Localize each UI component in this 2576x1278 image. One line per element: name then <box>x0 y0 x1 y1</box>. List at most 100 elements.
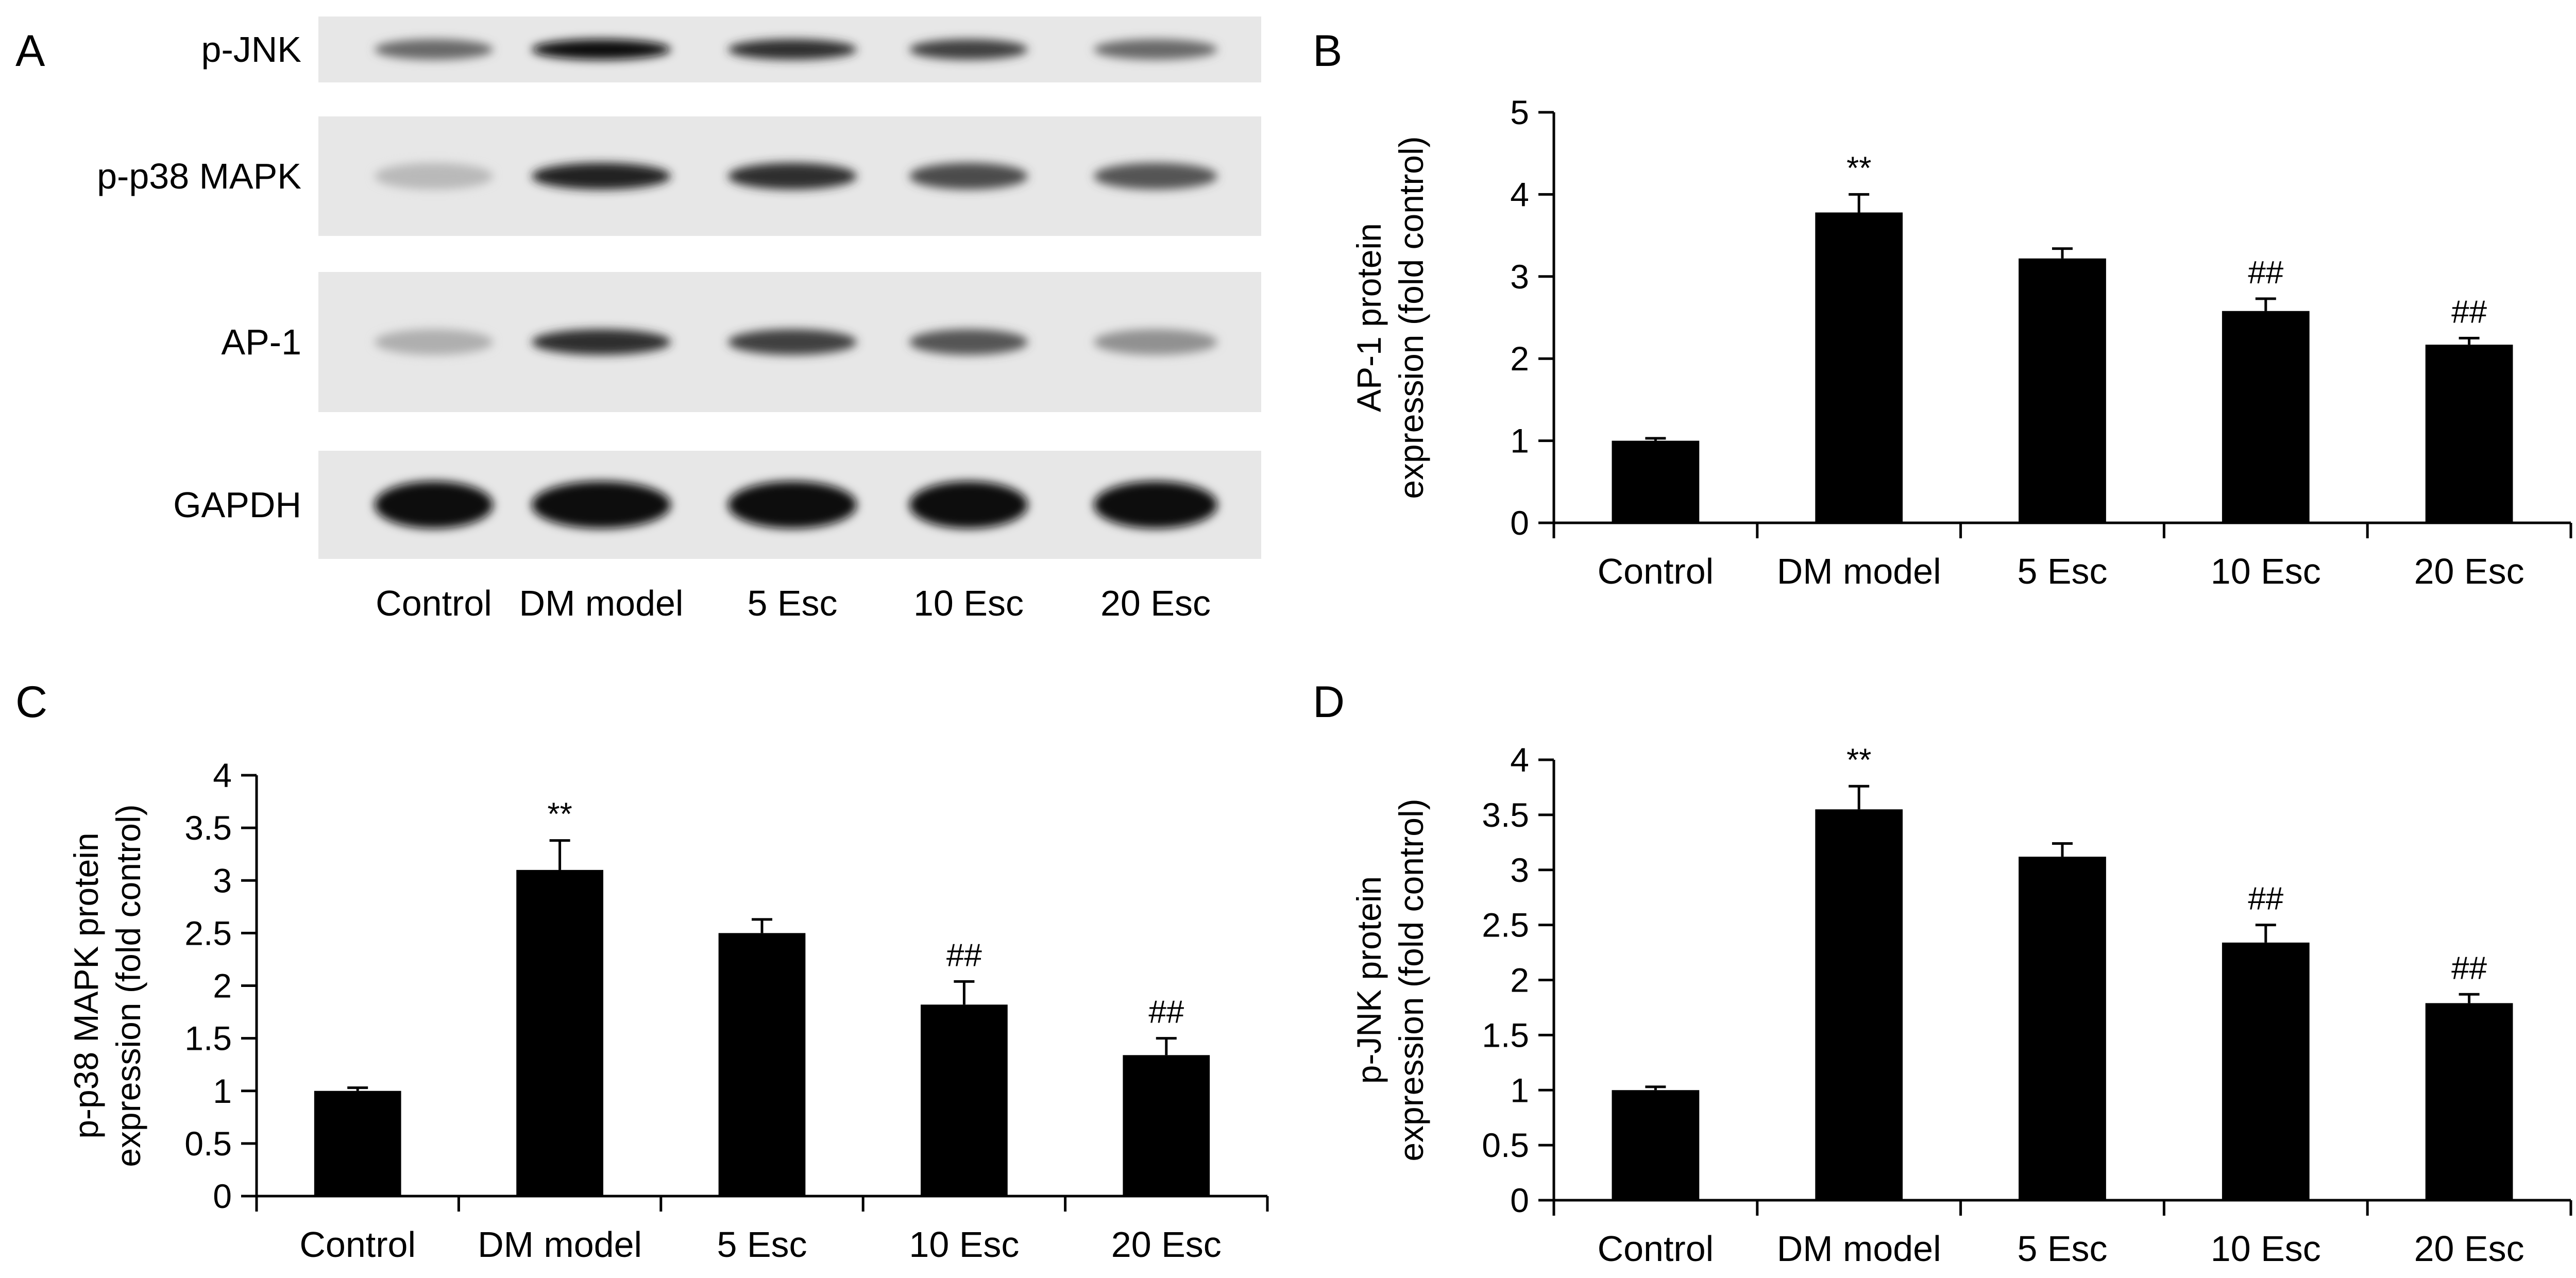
blot-band-gapdh-lane-5 <box>1094 481 1217 529</box>
blot-band-ap-1-lane-4 <box>909 329 1028 355</box>
x-category-label-20-esc: 20 Esc <box>2414 1229 2524 1269</box>
y-tick-label: 2.5 <box>1482 906 1529 944</box>
y-tick-label: 1 <box>213 1072 232 1110</box>
blot-band-p-p38-mapk-lane-5 <box>1094 163 1217 190</box>
panel-letter-c: C <box>15 677 47 727</box>
blot-band-gapdh-lane-2 <box>532 481 671 529</box>
y-tick-label: 1.5 <box>1482 1016 1529 1054</box>
significance-label-dm-model: ** <box>547 797 572 832</box>
y-tick-label: 5 <box>1510 93 1529 131</box>
blot-band-p-p38-mapk-lane-2 <box>532 163 671 190</box>
bar-5-esc <box>2019 258 2106 523</box>
blot-lane-label-20-esc: 20 Esc <box>1100 583 1211 623</box>
x-category-label-5-esc: 5 Esc <box>2017 1229 2107 1269</box>
y-tick-label: 0 <box>1510 1181 1529 1219</box>
bar-5-esc <box>718 933 806 1196</box>
y-axis-title-line: expression (fold control) <box>1392 798 1430 1161</box>
bar-20-esc <box>2425 1003 2513 1200</box>
panel-letter-b: B <box>1313 26 1342 76</box>
bar-10-esc <box>921 1004 1008 1196</box>
x-category-label-control: Control <box>1598 551 1714 591</box>
blot-band-ap-1-lane-2 <box>532 329 671 355</box>
y-axis-title: p-JNK protein expression (fold control) <box>1350 798 1430 1161</box>
blot-band-p-jnk-lane-4 <box>909 39 1028 60</box>
blot-strips <box>318 16 1261 559</box>
x-category-label-dm-model: DM model <box>478 1224 642 1265</box>
blot-band-p-p38-mapk-lane-4 <box>909 163 1028 190</box>
bar-10-esc <box>2222 942 2310 1200</box>
bar-dm-model <box>516 870 603 1196</box>
y-tick-label: 1.5 <box>184 1019 232 1058</box>
blot-lane-label-dm-model: DM model <box>519 583 684 623</box>
y-axis-title: AP-1 protein expression (fold control) <box>1350 136 1430 499</box>
blot-band-p-jnk-lane-2 <box>532 39 671 60</box>
blot-row-label-ap-1: AP-1 <box>221 322 301 362</box>
blot-row-label-p-jnk: p-JNK <box>201 29 301 70</box>
y-tick-label: 4 <box>1510 741 1529 779</box>
y-tick-label: 3 <box>213 861 232 899</box>
x-category-label-5-esc: 5 Esc <box>2017 551 2107 591</box>
y-tick-label: 1 <box>1510 1071 1529 1109</box>
bar-dm-model <box>1815 212 1903 523</box>
bar-20-esc <box>1123 1055 1210 1196</box>
y-tick-label: 0 <box>213 1177 232 1215</box>
blot-row-labels: p-JNK p-p38 MAPK AP-1 GAPDH <box>97 29 301 525</box>
y-tick-label: 4 <box>1510 175 1529 213</box>
blot-lane-label-10-esc: 10 Esc <box>913 583 1024 623</box>
blot-lane-label-5-esc: 5 Esc <box>747 583 837 623</box>
blot-lane-labels: Control DM model 5 Esc 10 Esc 20 Esc <box>376 583 1211 623</box>
bar-10-esc <box>2222 311 2310 523</box>
y-tick-label: 1 <box>1510 422 1529 460</box>
y-tick-label: 0 <box>1510 504 1529 542</box>
significance-label-20-esc: ## <box>1148 995 1184 1030</box>
x-category-label-control: Control <box>299 1224 416 1265</box>
panel-letter-d: D <box>1313 677 1345 727</box>
significance-label-10-esc: ## <box>2248 255 2283 291</box>
significance-label-10-esc: ## <box>2248 881 2283 917</box>
x-category-label-dm-model: DM model <box>1777 551 1941 591</box>
panel-d-pjnk-bar-chart: D 0 0.5 1 1.5 2 2.5 3 3.5 4 Control ** DM model 5 Es… <box>1313 677 2572 1269</box>
significance-label-20-esc: ## <box>2451 294 2487 330</box>
blot-band-p-p38-mapk-lane-1 <box>375 163 493 190</box>
y-axis-title: p-p38 MAPK protein expression (fold contr… <box>67 804 147 1167</box>
significance-label-10-esc: ## <box>946 938 982 973</box>
y-tick-label: 4 <box>213 756 232 794</box>
blot-row-label-gapdh: GAPDH <box>173 485 301 525</box>
y-tick-label: 2.5 <box>184 914 232 952</box>
blot-band-ap-1-lane-1 <box>375 329 493 355</box>
bar-dm-model <box>1815 809 1903 1200</box>
significance-label-20-esc: ## <box>2451 950 2487 986</box>
bar-control <box>314 1090 401 1196</box>
y-axis-title-line: expression (fold control) <box>1392 136 1430 499</box>
x-category-label-20-esc: 20 Esc <box>1111 1224 1222 1265</box>
bar-20-esc <box>2425 345 2513 523</box>
x-category-label-10-esc: 10 Esc <box>909 1224 1019 1265</box>
x-category-label-5-esc: 5 Esc <box>717 1224 807 1265</box>
bar-5-esc <box>2019 857 2106 1200</box>
panel-c-p38-bar-chart: C 0 0.5 1 1.5 2 2.5 3 3.5 4 Control ** DM model 5 Es… <box>15 677 1269 1265</box>
y-tick-label: 3 <box>1510 851 1529 889</box>
panel-letter-a: A <box>15 26 45 76</box>
blot-band-p-p38-mapk-lane-3 <box>728 163 857 190</box>
panel-b-ap1-bar-chart: B 0 1 2 3 4 5 Control ** DM model 5 Esc ## 10 Esc ##… <box>1313 26 2572 591</box>
y-axis-title-line: AP-1 protein <box>1350 223 1388 412</box>
y-tick-label: 3 <box>1510 258 1529 296</box>
x-category-label-control: Control <box>1598 1229 1714 1269</box>
x-category-label-20-esc: 20 Esc <box>2414 551 2524 591</box>
blot-row-label-p-p38-mapk: p-p38 MAPK <box>97 156 301 196</box>
blot-band-ap-1-lane-3 <box>728 329 857 355</box>
blot-band-p-jnk-lane-1 <box>375 39 493 60</box>
y-axis-title-line: p-p38 MAPK protein <box>67 832 105 1138</box>
x-category-label-10-esc: 10 Esc <box>2211 551 2321 591</box>
y-tick-label: 3.5 <box>1482 796 1529 834</box>
bar-control <box>1612 1090 1700 1200</box>
y-tick-label: 2 <box>1510 339 1529 378</box>
blot-band-gapdh-lane-4 <box>909 481 1028 529</box>
y-axis-title-line: expression (fold control) <box>109 804 147 1167</box>
y-tick-label: 2 <box>1510 961 1529 999</box>
blot-lane-label-control: Control <box>376 583 492 623</box>
panel-a-western-blot: A p-JNK p-p38 MAPK AP-1 GAPDH Control DM mod… <box>15 16 1261 623</box>
x-category-label-dm-model: DM model <box>1777 1229 1941 1269</box>
y-tick-label: 0.5 <box>184 1124 232 1163</box>
